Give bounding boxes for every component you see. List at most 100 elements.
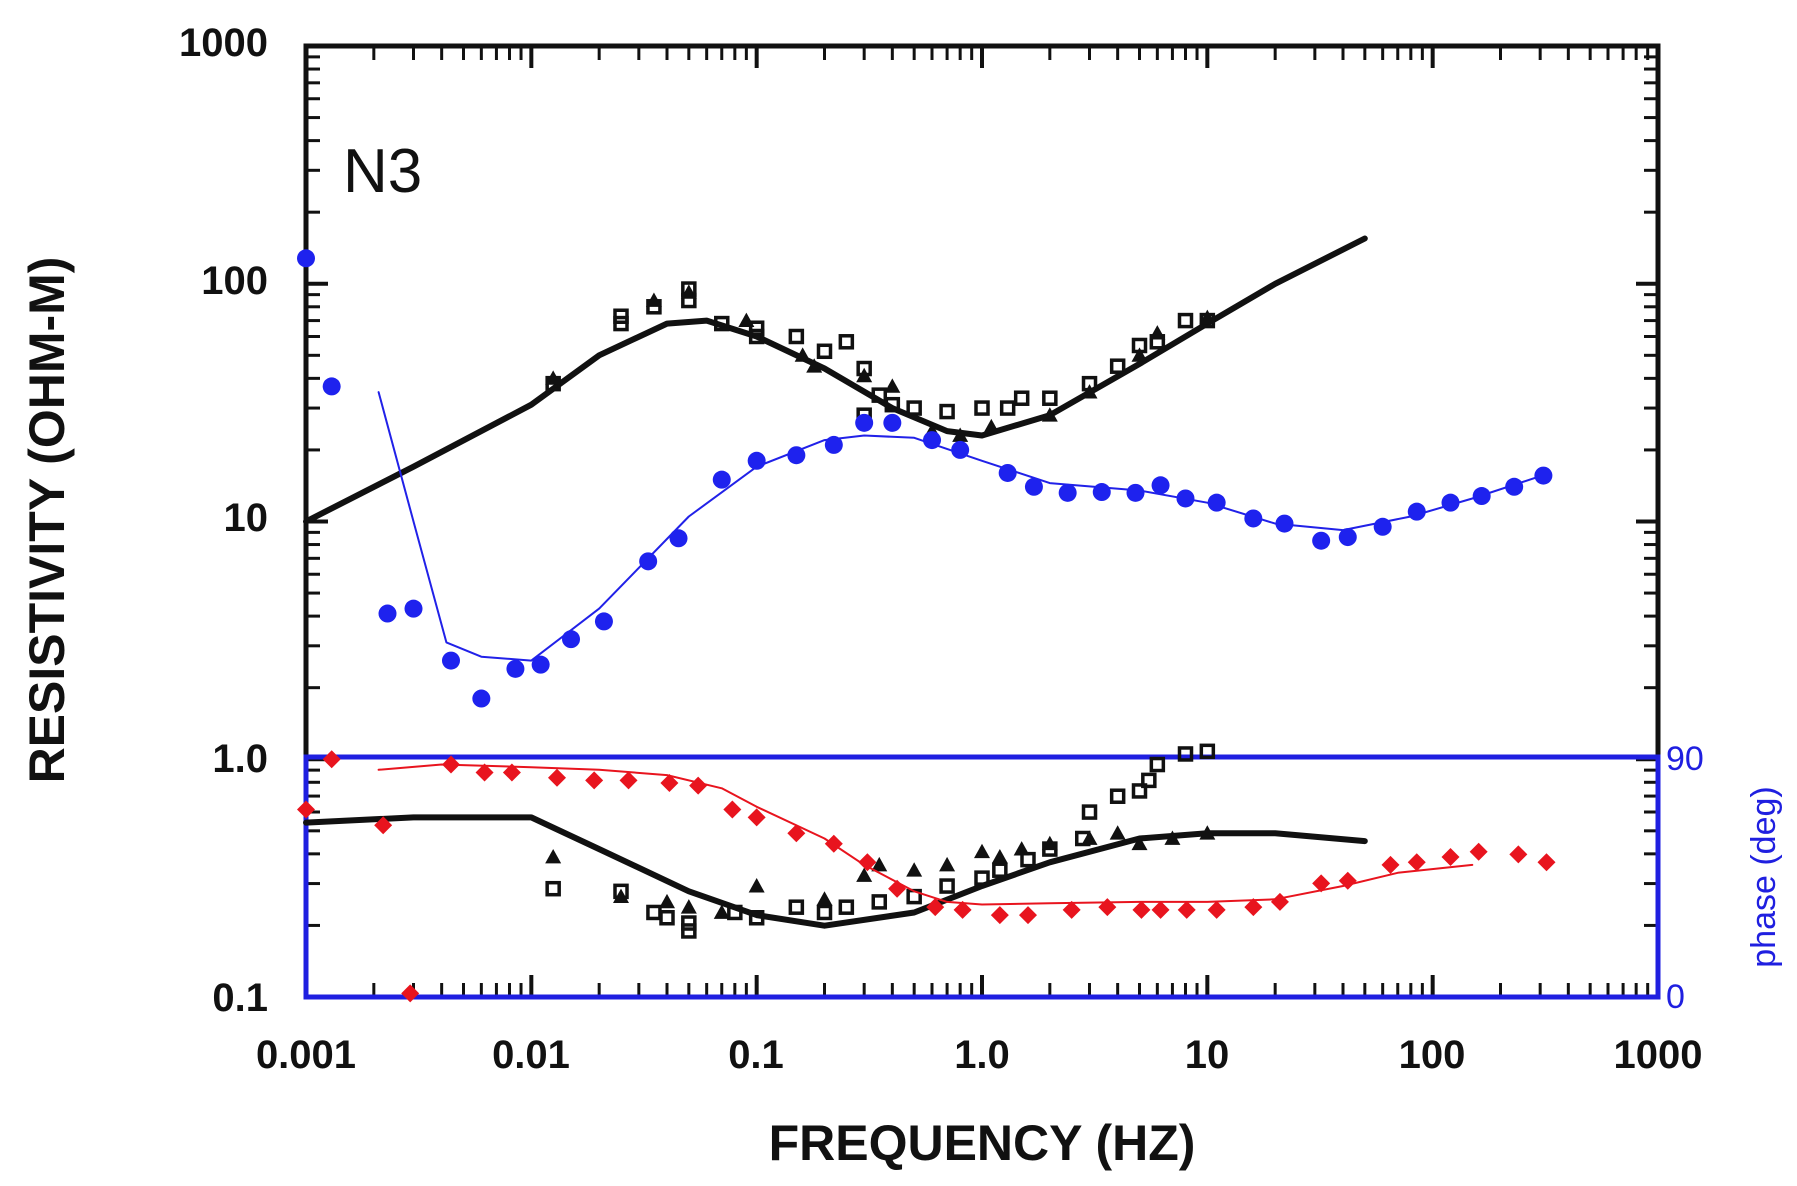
- data-point-square: [788, 899, 805, 915]
- data-point-square: [748, 320, 765, 336]
- data-point-circle: [1151, 476, 1170, 495]
- data-point-triangle: [952, 427, 969, 442]
- data-point-triangle: [1131, 347, 1148, 362]
- data-point-triangle: [545, 370, 562, 385]
- data-point-diamond: [926, 898, 945, 917]
- data-point-square: [659, 910, 675, 926]
- data-point-triangle: [991, 848, 1008, 864]
- data-point-diamond: [475, 763, 494, 782]
- data-point-square: [1131, 783, 1148, 799]
- data-point-circle: [669, 529, 688, 548]
- data-point-diamond: [619, 771, 638, 790]
- series-layer: [297, 235, 1556, 1003]
- data-point-square: [1199, 743, 1216, 760]
- data-point-diamond: [990, 906, 1009, 925]
- data-point-square: [1177, 312, 1194, 329]
- data-point-diamond: [1244, 898, 1263, 917]
- data-point-diamond: [585, 771, 604, 790]
- data-point-square: [727, 904, 743, 921]
- data-point-circle: [1373, 517, 1392, 536]
- data-point-diamond: [824, 834, 843, 853]
- data-point-square: [884, 396, 901, 413]
- x-tick-label: 1000: [1614, 1033, 1703, 1077]
- data-point-circle: [506, 659, 525, 678]
- data-point-triangle: [1199, 825, 1216, 840]
- data-point-square: [871, 387, 888, 403]
- data-point-circle: [1092, 483, 1111, 502]
- data-point-triangle: [906, 862, 923, 877]
- data-point-triangle: [884, 378, 901, 393]
- data-point-square: [1081, 804, 1098, 820]
- data-point-triangle: [658, 893, 675, 909]
- data-point-diamond: [689, 776, 708, 795]
- y-tick-label: 0.1: [212, 976, 268, 1020]
- data-point-circle: [1176, 489, 1195, 508]
- data-point-diamond: [858, 853, 877, 872]
- data-point-triangle: [1131, 835, 1148, 851]
- data-point-diamond: [953, 900, 972, 919]
- data-point-circle: [639, 552, 658, 571]
- data-point-square: [748, 910, 765, 926]
- data-point-square: [838, 334, 855, 350]
- data-point-diamond: [723, 800, 742, 819]
- data-point-diamond: [888, 879, 907, 898]
- x-tick-label: 100: [1399, 1033, 1466, 1077]
- data-point-diamond: [1537, 853, 1556, 872]
- data-point-square: [906, 400, 922, 416]
- data-point-circle: [855, 413, 874, 432]
- data-point-circle: [1024, 477, 1043, 496]
- data-point-triangle: [794, 347, 811, 362]
- data-point-square: [1109, 358, 1126, 374]
- data-point-triangle: [939, 856, 956, 872]
- data-point-diamond: [1509, 845, 1528, 864]
- data-point-square: [999, 400, 1016, 416]
- y-tick-label: 1.0: [212, 737, 268, 781]
- data-point-diamond: [401, 984, 420, 1003]
- x-tick-label: 1.0: [954, 1033, 1010, 1077]
- data-point-circle: [1058, 483, 1077, 502]
- data-point-triangle: [738, 312, 755, 327]
- data-point-triangle: [1149, 325, 1166, 340]
- data-point-circle: [1312, 531, 1331, 550]
- data-point-triangle: [748, 878, 765, 893]
- data-point-circle: [747, 451, 766, 470]
- data-point-square: [1141, 772, 1157, 789]
- data-point-triangle: [680, 284, 697, 299]
- data-point-diamond: [548, 768, 567, 787]
- data-point-triangle: [1041, 835, 1058, 851]
- data-point-circle: [378, 604, 397, 623]
- data-point-circle: [322, 377, 341, 396]
- data-point-circle: [998, 463, 1017, 482]
- data-point-circle: [1534, 466, 1553, 485]
- data-point-triangle: [983, 418, 1000, 434]
- data-point-triangle: [1041, 407, 1058, 422]
- data-point-circle: [404, 599, 423, 618]
- x-axis-title: FREQUENCY (HZ): [769, 1115, 1196, 1171]
- data-point-square: [871, 894, 888, 910]
- data-point-square: [939, 403, 955, 420]
- data-point-diamond: [1098, 898, 1117, 917]
- data-point-square: [992, 862, 1008, 878]
- data-point-triangle: [816, 891, 833, 906]
- data-point-diamond: [1469, 842, 1488, 861]
- series-line-0: [303, 235, 1368, 525]
- data-point-circle: [1207, 493, 1226, 512]
- data-point-diamond: [374, 816, 393, 835]
- data-point-square: [681, 915, 697, 931]
- data-point-triangle: [1199, 309, 1216, 325]
- data-point-triangle: [1164, 830, 1181, 845]
- data-point-circle: [1126, 483, 1145, 502]
- data-point-circle: [1244, 509, 1263, 528]
- data-point-diamond: [1312, 874, 1331, 893]
- data-point-circle: [441, 651, 460, 670]
- x-tick-label: 0.01: [492, 1033, 570, 1077]
- data-point-triangle: [1081, 830, 1098, 845]
- data-point-square: [974, 870, 990, 886]
- y-axis-title: RESISTIVITY (OHM-M): [19, 257, 75, 784]
- data-point-circle: [951, 440, 970, 459]
- data-point-triangle: [806, 358, 823, 373]
- data-point-circle: [531, 655, 550, 674]
- data-point-triangle: [613, 888, 630, 904]
- data-point-triangle: [856, 867, 873, 882]
